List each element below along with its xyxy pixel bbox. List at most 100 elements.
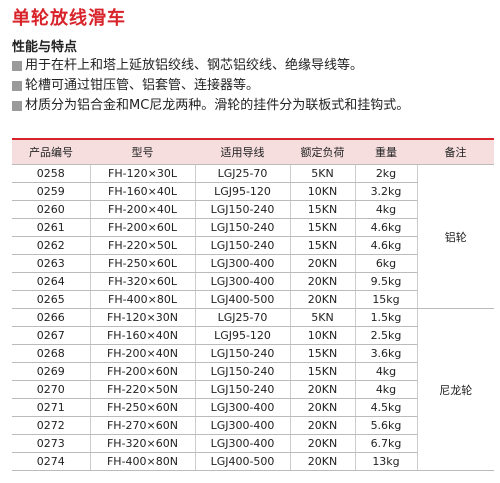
cell: 0261 [12,218,90,237]
bullet-square [12,81,22,91]
cell: LGJ300-400 [194,272,290,291]
cell: LGJ150-240 [194,200,290,219]
cell: 0274 [12,452,90,471]
cell: 6kg [354,254,417,273]
table-row: 0271 FH-250×60N LGJ300-400 20KN 4.5kg [12,398,494,417]
bullet-square [12,61,22,71]
table-row: 0259 FH-160×40L LGJ95-120 10KN 3.2kg [12,182,494,201]
cell: FH-400×80L [89,290,195,309]
cell: 10KN [289,326,355,345]
cell: FH-200×40N [89,344,195,363]
cell: 0262 [12,236,90,255]
title: 单轮放线滑车 [12,8,126,29]
cell: LGJ150-240 [194,218,290,237]
table-row: 0268 FH-200×40N LGJ150-240 15KN 3.6kg [12,344,494,363]
cell: 4kg [354,362,417,381]
cell: LGJ150-240 [194,236,290,255]
cell: LGJ400-500 [194,452,290,471]
cell: 5KN [289,308,355,327]
header-cell: 产品编号 [12,139,90,165]
cell: 20KN [289,434,355,453]
remark-cell: 铝轮 [416,164,494,309]
table-row: 0266 FH-120×30N LGJ25-70 5KN 1.5kg 尼龙轮 [12,308,494,471]
cell: LGJ150-240 [194,362,290,381]
bullet-text: 材质分为铝合金和MC尼龙两种。滑轮的挂件分为联板式和挂钩式。 [25,98,410,113]
cell: 0266 [12,308,90,327]
cell: 20KN [289,290,355,309]
table-row: 0260 FH-200×40L LGJ150-240 15KN 4kg [12,200,494,219]
cell: 3.6kg [354,344,417,363]
cell: FH-160×40L [89,182,195,201]
bullet-square [12,101,22,111]
cell: 20KN [289,398,355,417]
cell: 20KN [289,272,355,291]
cell: 0270 [12,380,90,399]
cell: LGJ95-120 [194,182,290,201]
cell: LGJ400-500 [194,290,290,309]
cell: 20KN [289,452,355,471]
cell: 5.6kg [354,416,417,435]
table-body: 0258 FH-120×30L LGJ25-70 5KN 2kg 铝轮 0259 FH-160… [12,164,494,471]
section-heading: 性能与特点 [12,40,78,55]
table-row: 0258 FH-120×30L LGJ25-70 5KN 2kg 铝轮 [12,164,494,309]
cell: 4kg [354,200,417,219]
cell: LGJ300-400 [194,398,290,417]
cell: LGJ25-70 [194,308,290,327]
cell: 10KN [289,182,355,201]
cell: 13kg [354,452,417,471]
cell: 4kg [354,380,417,399]
cell: 0271 [12,398,90,417]
cell: 20KN [289,254,355,273]
cell: FH-200×40L [89,200,195,219]
cell: LGJ95-120 [194,326,290,345]
cell: FH-200×60N [89,362,195,381]
table-row: 0264 FH-320×60L LGJ300-400 20KN 9.5kg [12,272,494,291]
cell: 4.6kg [354,218,417,237]
cell: 20KN [289,416,355,435]
cell: 20KN [289,380,355,399]
table-row: 0272 FH-270×60N LGJ300-400 20KN 5.6kg [12,416,494,435]
cell: 15KN [289,218,355,237]
cell: 6.7kg [354,434,417,453]
cell: FH-120×30L [89,164,195,183]
cell: LGJ300-400 [194,434,290,453]
cell: 0272 [12,416,90,435]
cell: FH-320×60L [89,272,195,291]
table-row: 0267 FH-160×40N LGJ95-120 10KN 2.5kg [12,326,494,345]
bullet-text: 轮槽可通过钳压管、铝套管、连接器等。 [25,78,260,93]
cell: FH-120×30N [89,308,195,327]
cell: LGJ300-400 [194,416,290,435]
table-row: 0269 FH-200×60N LGJ150-240 15KN 4kg [12,362,494,381]
cell: 2kg [354,164,417,183]
cell: 0264 [12,272,90,291]
cell: 0268 [12,344,90,363]
header-row: 产品编号 型号 适用导线 额定负荷 重量 备注 [12,139,494,165]
cell: LGJ300-400 [194,254,290,273]
cell: FH-270×60N [89,416,195,435]
table-row: 0261 FH-200×60L LGJ150-240 15KN 4.6kg [12,218,494,237]
table-row: 0270 FH-220×50N LGJ150-240 20KN 4kg [12,380,494,399]
remark-cell: 尼龙轮 [416,308,494,471]
cell: FH-220×50L [89,236,195,255]
table-row: 0263 FH-250×60L LGJ300-400 20KN 6kg [12,254,494,273]
cell: LGJ150-240 [194,344,290,363]
bullet-list: 用于在杆上和塔上延放铝绞线、钢芯铝绞线、绝缘导线等。 轮槽可通过钳压管、铝套管、连… [12,56,409,116]
table-row: 0273 FH-320×60N LGJ300-400 20KN 6.7kg [12,434,494,453]
cell: 5KN [289,164,355,183]
bullet: 材质分为铝合金和MC尼龙两种。滑轮的挂件分为联板式和挂钩式。 [12,96,409,116]
cell: FH-320×60N [89,434,195,453]
cell: 15KN [289,362,355,381]
cell: 0258 [12,164,90,183]
bullet-text: 用于在杆上和塔上延放铝绞线、钢芯铝绞线、绝缘导线等。 [25,58,364,73]
cell: FH-220×50N [89,380,195,399]
cell: 4.6kg [354,236,417,255]
cell: 0263 [12,254,90,273]
header-cell: 备注 [417,139,494,165]
cell: 1.5kg [354,308,417,327]
header-cell: 额定负荷 [290,139,355,165]
header-cell: 适用导线 [195,139,290,165]
table-row: 0265 FH-400×80L LGJ400-500 20KN 15kg [12,290,494,309]
cell: LGJ25-70 [194,164,290,183]
bullet: 轮槽可通过钳压管、铝套管、连接器等。 [12,76,409,96]
